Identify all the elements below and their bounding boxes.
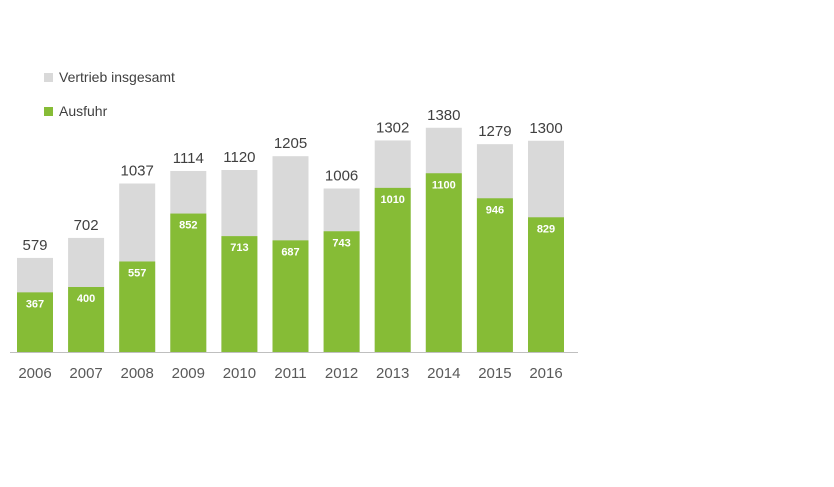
bar-ausfuhr-2013	[374, 187, 411, 352]
x-tick-2012: 2012	[325, 365, 358, 382]
label-ausfuhr-2007: 400	[77, 293, 95, 305]
legend-swatch-vertrieb	[44, 72, 53, 82]
x-tick-2006: 2006	[18, 365, 51, 382]
label-vertrieb-2015: 1279	[478, 123, 511, 140]
label-vertrieb-2011: 1205	[274, 135, 307, 152]
label-vertrieb-2006: 579	[22, 237, 47, 254]
label-vertrieb-2013: 1302	[376, 119, 409, 136]
x-tick-2011: 2011	[274, 365, 306, 382]
legend-label-ausfuhr: Ausfuhr	[59, 103, 108, 119]
label-ausfuhr-2012: 743	[332, 237, 350, 249]
label-ausfuhr-2006: 367	[26, 298, 44, 310]
bar-ausfuhr-2011	[272, 240, 309, 352]
label-vertrieb-2014: 1380	[427, 107, 460, 124]
label-ausfuhr-2013: 1010	[380, 194, 404, 206]
bar-ausfuhr-2015	[476, 198, 513, 352]
label-vertrieb-2016: 1300	[529, 120, 562, 137]
legend-entry-ausfuhr: Ausfuhr	[44, 103, 107, 119]
bar-ausfuhr-2012	[323, 231, 360, 352]
label-ausfuhr-2015: 946	[486, 204, 504, 216]
legend-entry-vertrieb: Vertrieb insgesamt	[44, 69, 175, 85]
bar-ausfuhr-2016	[528, 217, 564, 352]
label-vertrieb-2010: 1120	[223, 149, 255, 166]
legend-swatch-ausfuhr	[44, 106, 53, 116]
bar-ausfuhr-2009	[170, 213, 207, 352]
label-ausfuhr-2008: 557	[128, 267, 146, 279]
x-tick-2010: 2010	[223, 365, 256, 382]
x-tick-2015: 2015	[478, 365, 511, 382]
label-ausfuhr-2010: 713	[230, 242, 248, 254]
bar-ausfuhr-2007	[68, 287, 105, 352]
label-ausfuhr-2014: 1100	[432, 179, 456, 191]
label-vertrieb-2008: 1037	[121, 162, 154, 179]
x-tick-2014: 2014	[427, 365, 460, 382]
label-vertrieb-2007: 702	[74, 217, 99, 234]
legend-label-vertrieb: Vertrieb insgesamt	[59, 69, 175, 85]
x-tick-2007: 2007	[69, 365, 102, 382]
label-vertrieb-2012: 1006	[325, 168, 358, 185]
x-tick-2009: 2009	[172, 365, 205, 382]
bar-ausfuhr-2008	[119, 261, 156, 352]
label-ausfuhr-2009: 852	[179, 220, 197, 232]
label-vertrieb-2009: 1114	[173, 150, 204, 167]
bar-ausfuhr-2010	[221, 236, 258, 352]
x-tick-2016: 2016	[529, 365, 562, 382]
bar-ausfuhr-2014	[425, 173, 462, 352]
x-tick-2013: 2013	[376, 365, 409, 382]
label-ausfuhr-2016: 829	[537, 223, 555, 235]
bar-ausfuhr-2006	[17, 292, 53, 352]
label-ausfuhr-2011: 687	[281, 246, 299, 258]
x-tick-2008: 2008	[121, 365, 154, 382]
